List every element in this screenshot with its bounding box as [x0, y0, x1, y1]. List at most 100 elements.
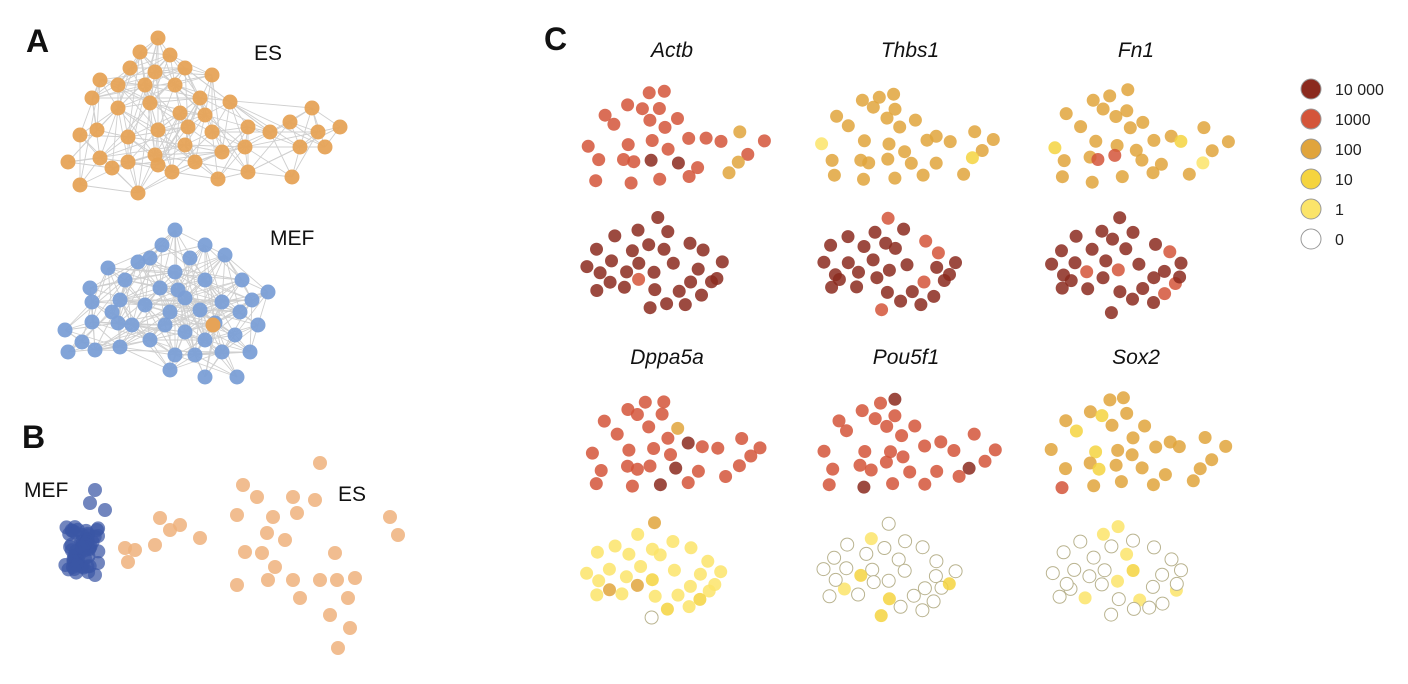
network-edge [119, 271, 176, 301]
network-edge [157, 97, 201, 166]
mef-node [187, 347, 203, 363]
cell-point [919, 234, 933, 248]
cell-point [643, 113, 657, 127]
network-edge [117, 107, 156, 156]
network-edge [137, 151, 223, 194]
cell-point [1173, 270, 1187, 284]
cell-point [916, 168, 930, 182]
legend-label-1000: 1000 [1335, 112, 1371, 129]
cell-point [926, 594, 941, 609]
cell-point [1125, 448, 1139, 462]
cell-point [757, 134, 771, 148]
es-cell-point [313, 456, 327, 470]
cell-point [691, 464, 705, 478]
cell-point [840, 537, 855, 552]
cell-point [1096, 271, 1110, 285]
es-node [72, 177, 88, 193]
cell-point [986, 133, 1000, 146]
cell-point [1111, 574, 1124, 588]
network-edge [194, 309, 201, 356]
network-edge [174, 271, 253, 301]
cell-point [1067, 562, 1082, 577]
cell-point [841, 256, 855, 270]
cell-point [930, 260, 944, 274]
cell-point [711, 441, 725, 455]
cell-point [943, 135, 957, 149]
cell-point [648, 589, 662, 603]
cell-point [1059, 107, 1073, 121]
cell-point [647, 442, 661, 455]
cell-point [590, 242, 603, 256]
cell-point [592, 574, 606, 588]
cell-point [880, 285, 894, 299]
cell-point [865, 562, 880, 577]
network-edge [117, 84, 213, 133]
mef-node [112, 339, 128, 355]
cell-point [672, 284, 686, 298]
cell-point [903, 465, 917, 479]
legend-swatch-10 [1300, 168, 1322, 190]
gene-plot-thbs1 [815, 87, 1000, 317]
cell-point [897, 222, 911, 236]
cell-point [669, 461, 683, 475]
es-cell-point [343, 621, 357, 635]
legend-label-100: 100 [1335, 142, 1362, 159]
network-edge [124, 279, 179, 291]
cell-point [684, 541, 698, 555]
cell-point [1103, 89, 1117, 103]
cell-point [1126, 601, 1141, 616]
cell-point [917, 275, 931, 289]
mef-node [260, 284, 276, 300]
es-node [332, 119, 348, 135]
mef-node [167, 222, 183, 238]
network-edge [204, 339, 251, 353]
cell-point [1172, 440, 1186, 454]
cell-point [592, 153, 606, 167]
cell-point [1120, 547, 1134, 561]
network-edge [117, 261, 139, 324]
network-edge [67, 144, 186, 163]
network-edge [99, 79, 151, 104]
network-edge [247, 146, 301, 173]
cell-point [828, 572, 843, 587]
mef-node [227, 327, 243, 343]
panel-c-expression-grid: Actb Thbs1 Fn1 Dppa5a Pou5f1 Sox2 [580, 39, 1235, 625]
es-cell-point [230, 508, 244, 522]
cell-point [948, 564, 963, 579]
cell-point [879, 455, 893, 469]
cell-point [1205, 453, 1219, 467]
es-cell-point [193, 531, 207, 545]
panel-b-letter: B [22, 419, 45, 455]
cell-point [1085, 175, 1099, 189]
cell-point [645, 573, 659, 587]
cell-point [1146, 166, 1160, 180]
gene-plot-pou5f1 [816, 392, 1002, 623]
es-node [120, 129, 136, 145]
cell-point [882, 263, 896, 277]
network-edge [291, 131, 319, 178]
cell-point [655, 407, 669, 421]
mef-node [214, 344, 230, 360]
es-node [214, 144, 230, 160]
cell-point [929, 554, 944, 569]
es-cell-point [118, 541, 132, 555]
es-node [147, 64, 163, 80]
cell-point [1132, 257, 1146, 271]
mef-cell-point [91, 556, 105, 570]
cell-point [868, 412, 882, 426]
cell-point [888, 392, 902, 406]
cell-point [880, 111, 894, 125]
cell-point [661, 225, 675, 239]
cell-point [881, 516, 896, 531]
mef-node [197, 332, 213, 348]
es-cell-point [313, 573, 327, 587]
cell-point [651, 211, 665, 224]
mef-node [229, 369, 245, 385]
panel-a-edges [64, 37, 341, 378]
network-edge [79, 134, 129, 138]
network-edge [117, 51, 141, 109]
network-edge [96, 79, 101, 131]
cell-point [653, 172, 667, 186]
cell-point [715, 255, 729, 269]
es-node [177, 137, 193, 153]
